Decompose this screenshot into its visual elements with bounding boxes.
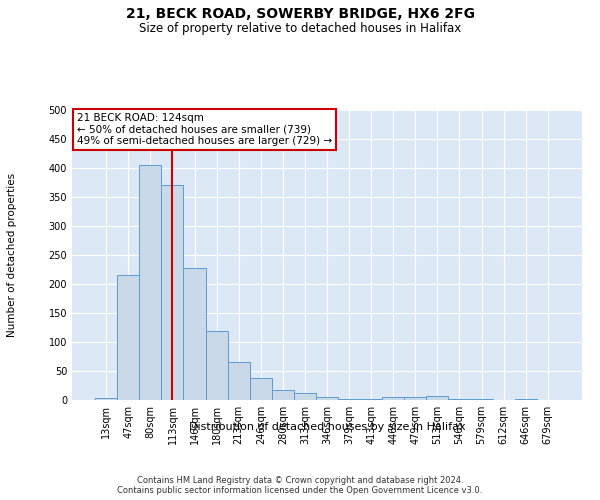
Bar (139, 165, 161, 400)
Bar (294, 393, 316, 400)
Bar (250, 378, 272, 400)
Text: Contains HM Land Registry data © Crown copyright and database right 2024.
Contai: Contains HM Land Registry data © Crown c… (118, 476, 482, 495)
Bar (427, 396, 448, 400)
Bar (404, 397, 427, 400)
Text: Distribution of detached houses by size in Halifax: Distribution of detached houses by size … (188, 422, 466, 432)
Bar (206, 331, 227, 400)
Bar (95, 398, 117, 400)
Bar (360, 399, 382, 400)
Text: 21 BECK ROAD: 124sqm
← 50% of detached houses are smaller (739)
49% of semi-deta: 21 BECK ROAD: 124sqm ← 50% of detached h… (77, 113, 332, 146)
Bar (272, 390, 294, 400)
Bar (227, 362, 250, 400)
Bar (161, 186, 184, 400)
Bar (316, 396, 338, 400)
Text: Size of property relative to detached houses in Halifax: Size of property relative to detached ho… (139, 22, 461, 35)
Bar (448, 399, 470, 400)
Text: Number of detached properties: Number of detached properties (7, 173, 17, 337)
Bar (382, 397, 404, 400)
Bar (117, 276, 139, 400)
Bar (338, 399, 360, 400)
Bar (184, 268, 206, 400)
Text: 21, BECK ROAD, SOWERBY BRIDGE, HX6 2FG: 21, BECK ROAD, SOWERBY BRIDGE, HX6 2FG (125, 8, 475, 22)
